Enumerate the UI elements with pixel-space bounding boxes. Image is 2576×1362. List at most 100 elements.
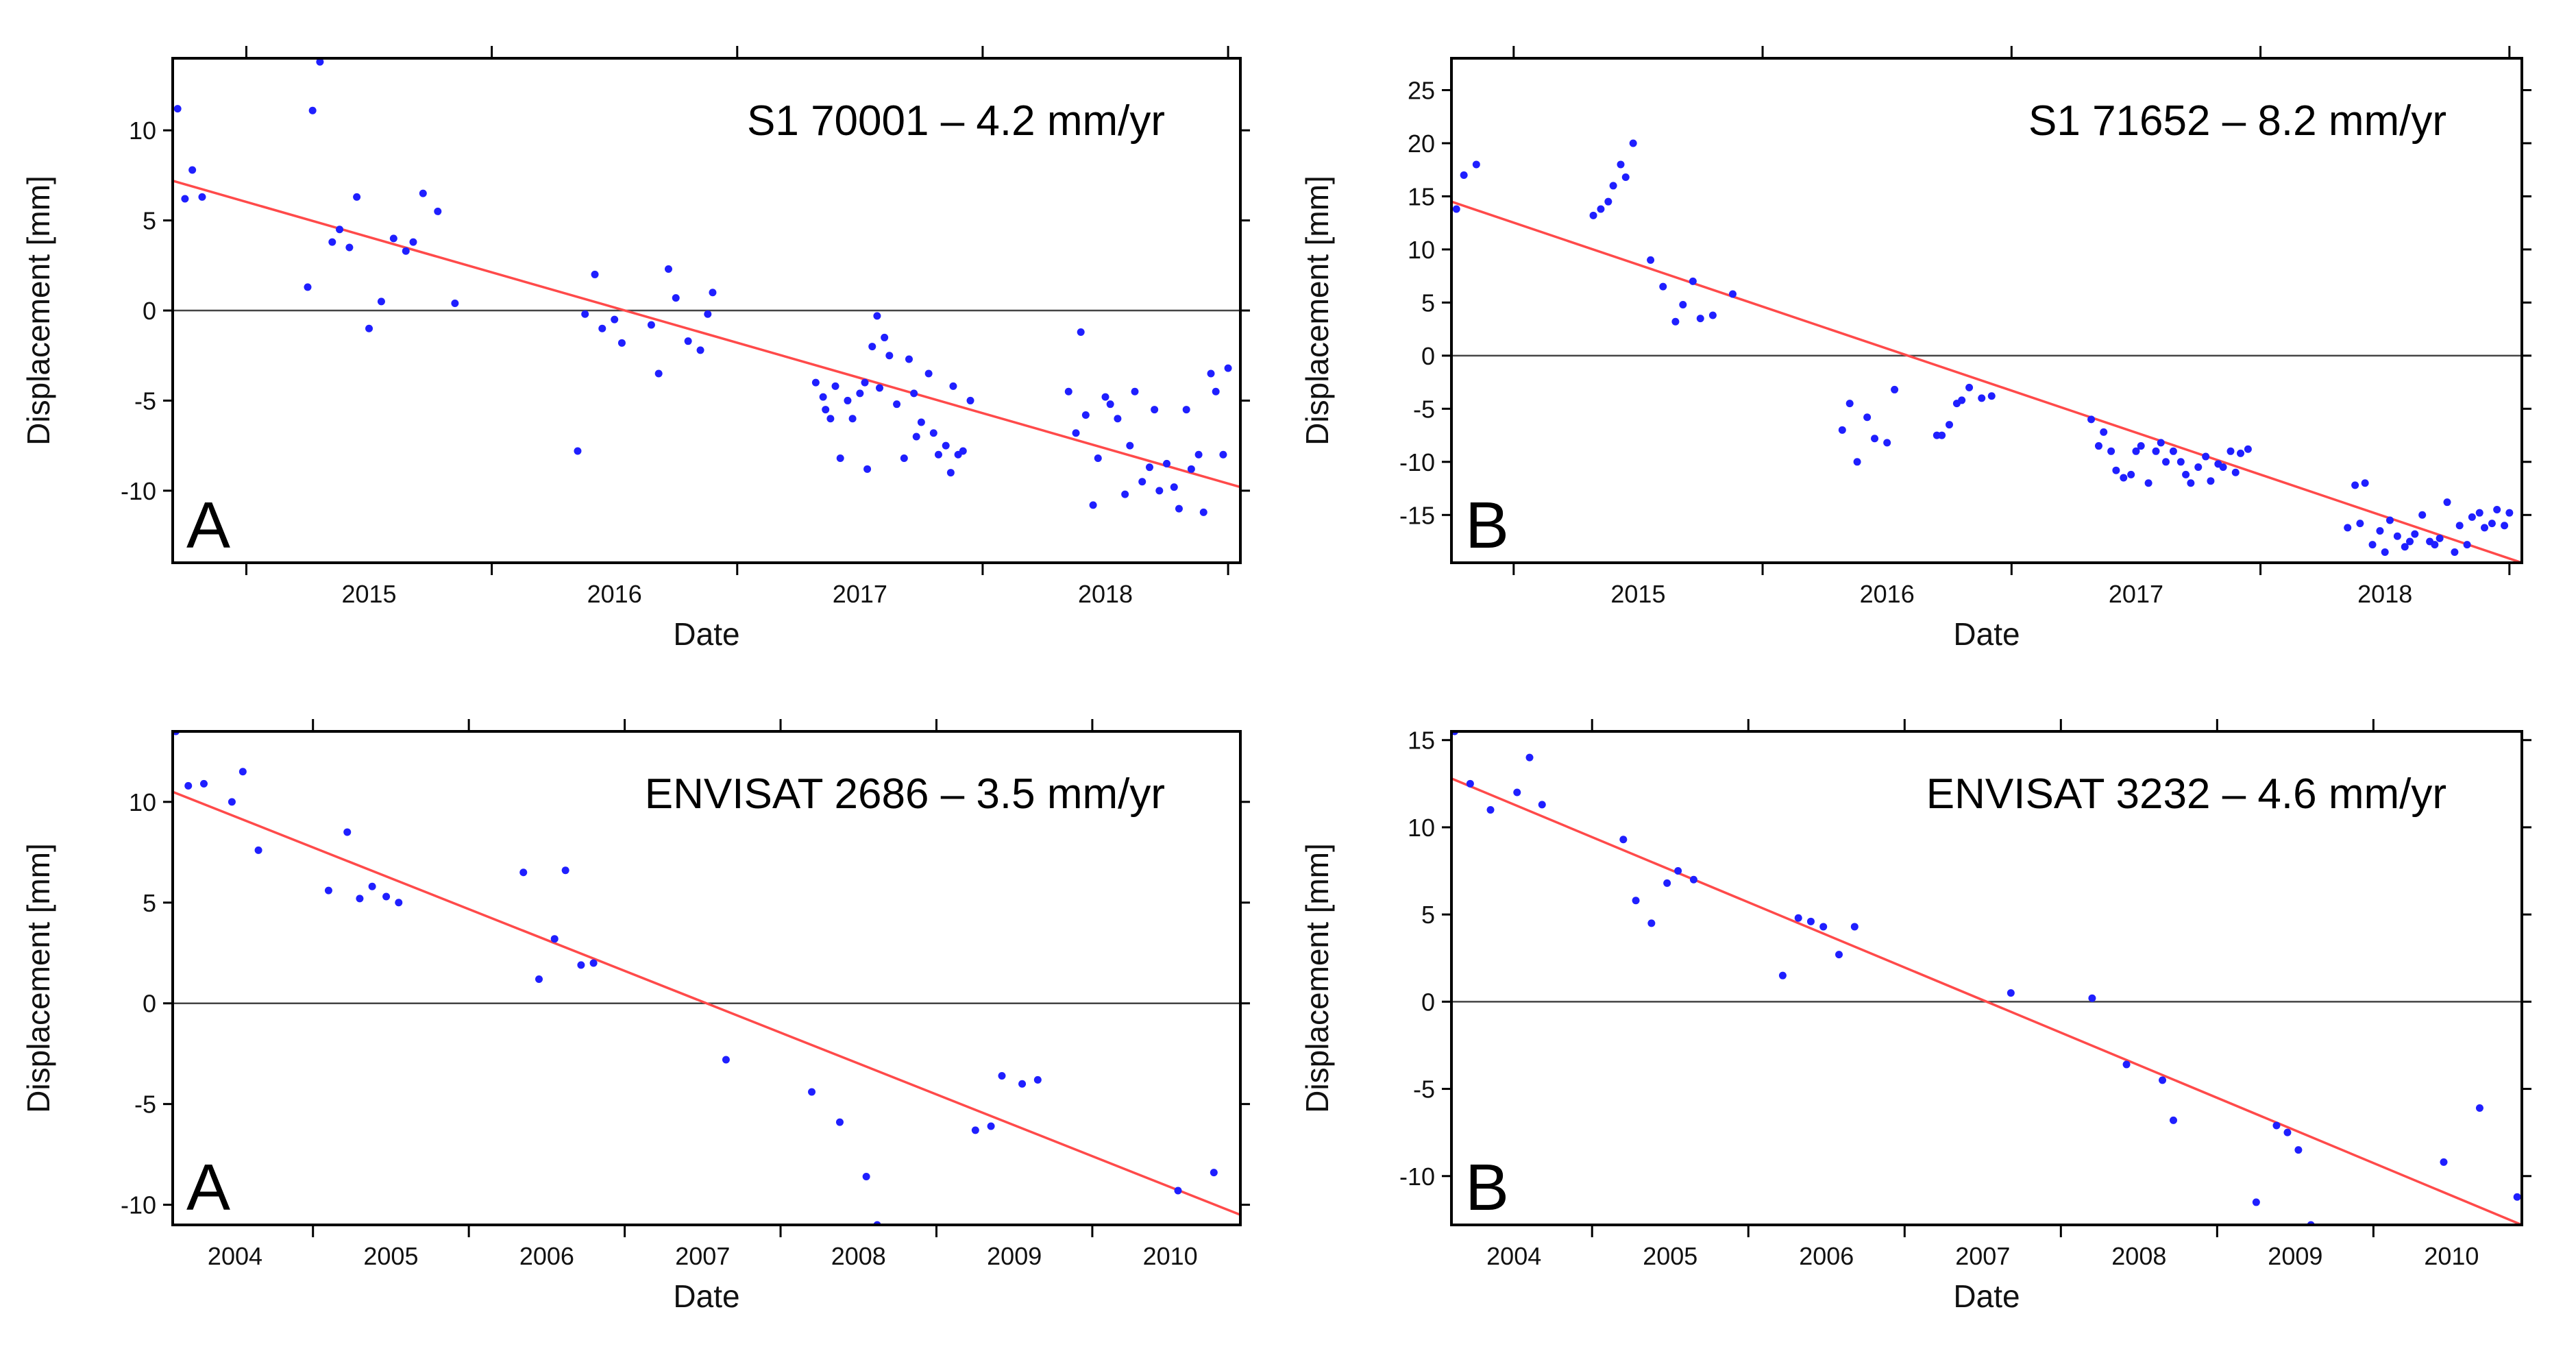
data-point (1663, 879, 1671, 887)
y-tick-label: -10 (1399, 1163, 1435, 1191)
data-point (395, 899, 403, 907)
y-axis-title: Displacement [mm] (21, 843, 56, 1113)
data-point (1978, 394, 1986, 402)
data-point (1679, 300, 1687, 308)
data-point (2513, 1193, 2521, 1201)
data-point (1671, 317, 1680, 326)
y-tick-label: -15 (1399, 501, 1435, 529)
y-axis-title: Displacement [mm] (1299, 843, 1335, 1113)
data-point (2440, 1158, 2448, 1166)
x-tick-label: 2008 (831, 1242, 886, 1270)
data-point (1835, 951, 1843, 959)
data-point (1187, 465, 1195, 473)
data-point (2244, 445, 2252, 453)
data-point (1207, 369, 1215, 378)
chart-title: S1 71652 – 8.2 mm/yr (2028, 97, 2446, 145)
data-point (2443, 498, 2451, 507)
data-point (654, 369, 663, 378)
y-tick-label: -5 (134, 1091, 156, 1119)
data-point (1609, 182, 1617, 190)
data-point (876, 384, 884, 392)
data-point (1689, 277, 1697, 285)
x-tick-label: 2008 (2111, 1242, 2166, 1270)
plot-frame (1450, 730, 2523, 1226)
data-point (1094, 454, 1102, 463)
data-point (1452, 205, 1460, 213)
data-point (862, 1172, 870, 1180)
data-point (1106, 400, 1114, 409)
data-point (2122, 1060, 2131, 1069)
data-point (2475, 1104, 2483, 1112)
y-tick-label: 25 (1408, 76, 1435, 104)
data-point (2411, 530, 2419, 538)
data-point (2194, 463, 2203, 472)
data-point (1219, 450, 1227, 459)
y-tick-label: 15 (1408, 182, 1435, 210)
data-point (2137, 442, 2145, 450)
data-point (2227, 447, 2235, 455)
data-point (2127, 470, 2135, 478)
data-point (343, 828, 352, 836)
data-point (188, 166, 197, 174)
data-point (611, 315, 619, 324)
data-point (550, 935, 559, 943)
data-point (2283, 1128, 2292, 1136)
data-point (2088, 994, 2096, 1002)
y-tick-label: 0 (143, 990, 156, 1018)
data-point (2488, 520, 2496, 528)
data-point (2182, 470, 2190, 478)
data-point (1486, 805, 1495, 814)
x-tick-label: 2015 (341, 580, 396, 608)
data-point (1647, 919, 1656, 927)
y-tick-label: 5 (143, 889, 156, 917)
data-point (2294, 1146, 2303, 1154)
data-point (2187, 479, 2195, 487)
data-point (1647, 256, 1655, 264)
chart-panel-1: -10 -5 0 5 10 2015 2016 2017 2018 Date Displacemen… (21, 46, 1250, 652)
data-points (173, 731, 1218, 1225)
data-point (365, 324, 373, 332)
data-point (709, 289, 717, 297)
chart-panel-3: -10 -5 0 5 10 2004 2005 2006 2007 2008 2009 2010 Dat… (21, 719, 1250, 1314)
data-point (184, 781, 193, 790)
data-point (873, 312, 881, 320)
y-tick-label: 10 (1408, 814, 1435, 842)
data-point (1145, 463, 1153, 472)
data-point (2231, 468, 2240, 476)
data-point (971, 1126, 979, 1134)
data-point (2376, 527, 2384, 535)
data-point (1101, 393, 1109, 401)
data-point (2481, 524, 2489, 532)
data-point (1170, 483, 1178, 491)
data-point (959, 447, 967, 455)
data-point (368, 882, 376, 890)
data-point (856, 389, 864, 398)
x-tick-label: 2004 (1486, 1242, 1541, 1270)
data-point (987, 1122, 995, 1130)
data-point (905, 355, 913, 363)
data-point (2219, 463, 2227, 472)
y-tick-label: 10 (129, 117, 156, 145)
x-tick-label: 2006 (1799, 1242, 1854, 1270)
data-point (1224, 364, 1232, 372)
data-point (1077, 328, 1085, 337)
panel-label: B (1465, 1151, 1509, 1224)
data-point (1778, 971, 1787, 980)
data-point (1064, 387, 1072, 396)
x-tick-label: 2006 (519, 1242, 574, 1270)
data-point (2202, 452, 2210, 461)
data-point (228, 798, 236, 806)
x-tick-label: 2017 (833, 580, 887, 608)
data-point (2351, 481, 2359, 489)
data-point (1538, 801, 1546, 809)
y-tick-label: 15 (1408, 727, 1435, 755)
x-axis-title: Date (673, 1278, 739, 1314)
data-point (2463, 541, 2471, 549)
data-point (1466, 779, 1474, 788)
data-point (2505, 509, 2514, 517)
data-point (1151, 406, 1159, 414)
x-tick-label: 2009 (987, 1242, 1042, 1270)
data-point (1819, 923, 1828, 931)
data-point (2368, 541, 2377, 549)
